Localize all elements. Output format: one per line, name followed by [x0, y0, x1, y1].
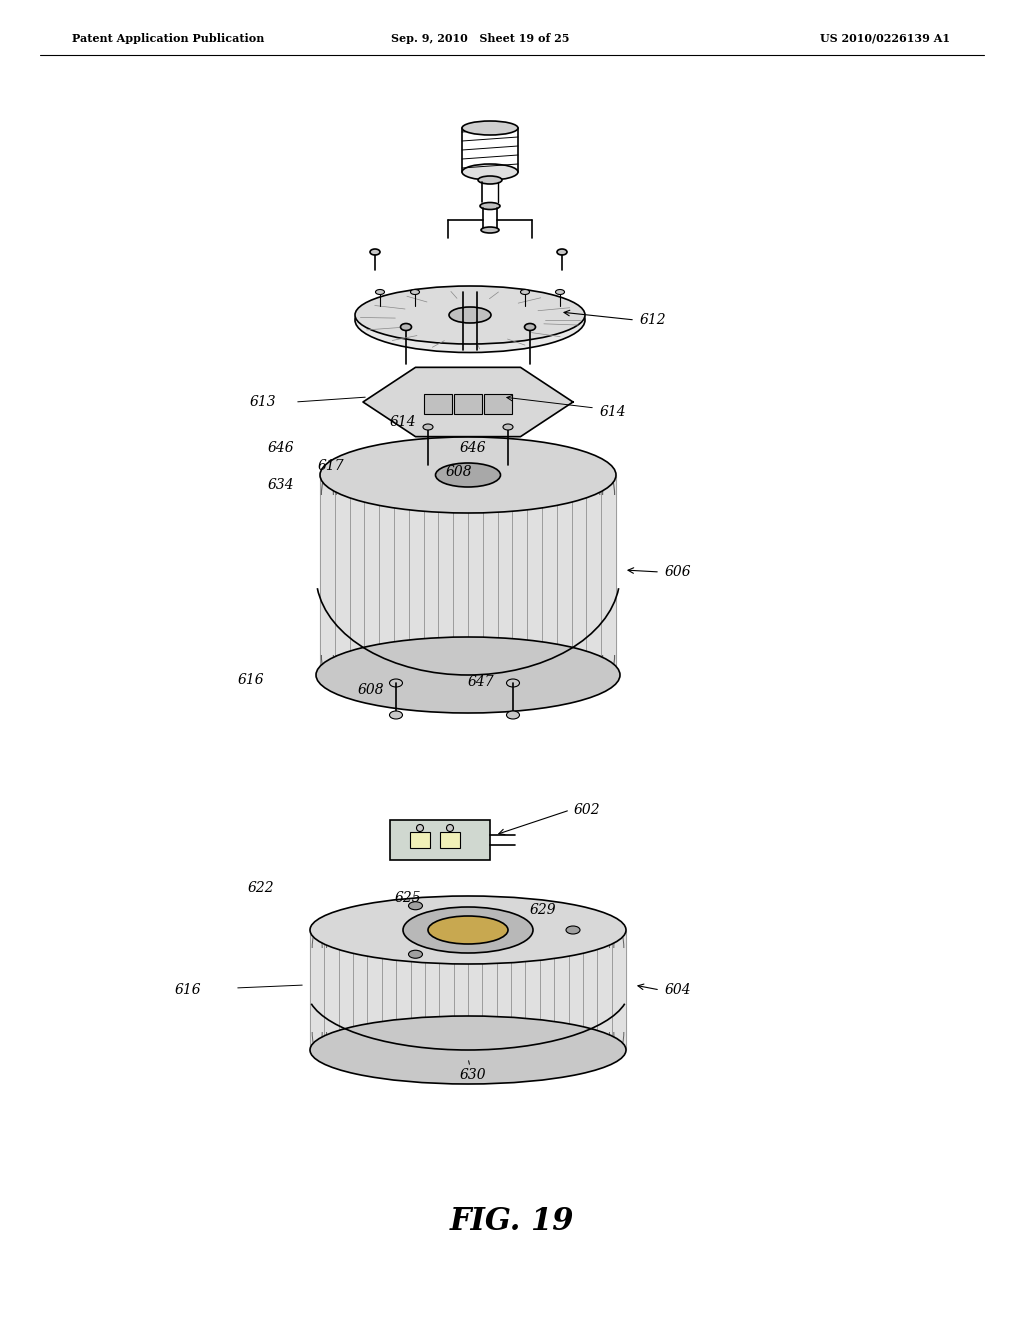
- Text: US 2010/0226139 A1: US 2010/0226139 A1: [820, 33, 950, 44]
- Ellipse shape: [376, 289, 384, 294]
- Ellipse shape: [449, 308, 490, 323]
- Bar: [484, 393, 512, 414]
- Ellipse shape: [462, 121, 518, 135]
- Text: 617: 617: [318, 459, 345, 473]
- Text: 630: 630: [460, 1068, 486, 1082]
- Ellipse shape: [507, 711, 519, 719]
- Ellipse shape: [555, 289, 564, 294]
- Text: 612: 612: [640, 313, 667, 327]
- Text: 646: 646: [460, 441, 486, 455]
- Ellipse shape: [403, 907, 534, 953]
- Bar: [390, 820, 490, 861]
- Ellipse shape: [389, 678, 402, 686]
- Ellipse shape: [409, 902, 423, 909]
- Ellipse shape: [319, 437, 616, 513]
- Text: 622: 622: [248, 880, 274, 895]
- Text: 608: 608: [358, 682, 385, 697]
- Bar: [424, 393, 452, 414]
- Ellipse shape: [462, 164, 518, 180]
- Ellipse shape: [400, 323, 412, 330]
- Bar: [410, 832, 430, 847]
- Ellipse shape: [481, 227, 499, 234]
- Text: FIG. 19: FIG. 19: [450, 1206, 574, 1238]
- Ellipse shape: [370, 249, 380, 255]
- Text: 646: 646: [268, 441, 295, 455]
- Ellipse shape: [566, 927, 580, 935]
- Ellipse shape: [310, 896, 626, 964]
- Text: 606: 606: [665, 565, 691, 579]
- Text: Sep. 9, 2010   Sheet 19 of 25: Sep. 9, 2010 Sheet 19 of 25: [391, 33, 569, 44]
- Ellipse shape: [435, 463, 501, 487]
- Text: 614: 614: [390, 414, 417, 429]
- Ellipse shape: [316, 638, 620, 713]
- Polygon shape: [310, 931, 626, 1049]
- Text: 604: 604: [665, 983, 691, 997]
- Ellipse shape: [481, 479, 490, 484]
- Polygon shape: [362, 367, 573, 437]
- Ellipse shape: [417, 825, 424, 832]
- Ellipse shape: [445, 479, 455, 484]
- Text: Patent Application Publication: Patent Application Publication: [72, 33, 264, 44]
- Polygon shape: [319, 475, 616, 675]
- Text: 625: 625: [395, 891, 422, 906]
- Text: 629: 629: [530, 903, 557, 917]
- Text: 602: 602: [574, 803, 601, 817]
- Text: 614: 614: [600, 405, 627, 418]
- Ellipse shape: [503, 424, 513, 430]
- Text: 608: 608: [446, 465, 473, 479]
- Text: 634: 634: [268, 478, 295, 492]
- Text: 647: 647: [468, 675, 495, 689]
- Bar: [454, 393, 482, 414]
- Ellipse shape: [409, 950, 423, 958]
- Ellipse shape: [411, 289, 420, 294]
- Ellipse shape: [428, 916, 508, 944]
- Text: 616: 616: [238, 673, 264, 686]
- Ellipse shape: [423, 424, 433, 430]
- Ellipse shape: [520, 289, 529, 294]
- Ellipse shape: [355, 286, 585, 345]
- Ellipse shape: [524, 323, 536, 330]
- Ellipse shape: [507, 678, 519, 686]
- Text: 616: 616: [175, 983, 202, 997]
- Ellipse shape: [480, 202, 500, 210]
- Ellipse shape: [310, 1016, 626, 1084]
- Text: 613: 613: [250, 395, 276, 409]
- Ellipse shape: [389, 711, 402, 719]
- Ellipse shape: [446, 825, 454, 832]
- Ellipse shape: [478, 176, 502, 183]
- Ellipse shape: [355, 288, 585, 352]
- Ellipse shape: [557, 249, 567, 255]
- Bar: [440, 832, 460, 847]
